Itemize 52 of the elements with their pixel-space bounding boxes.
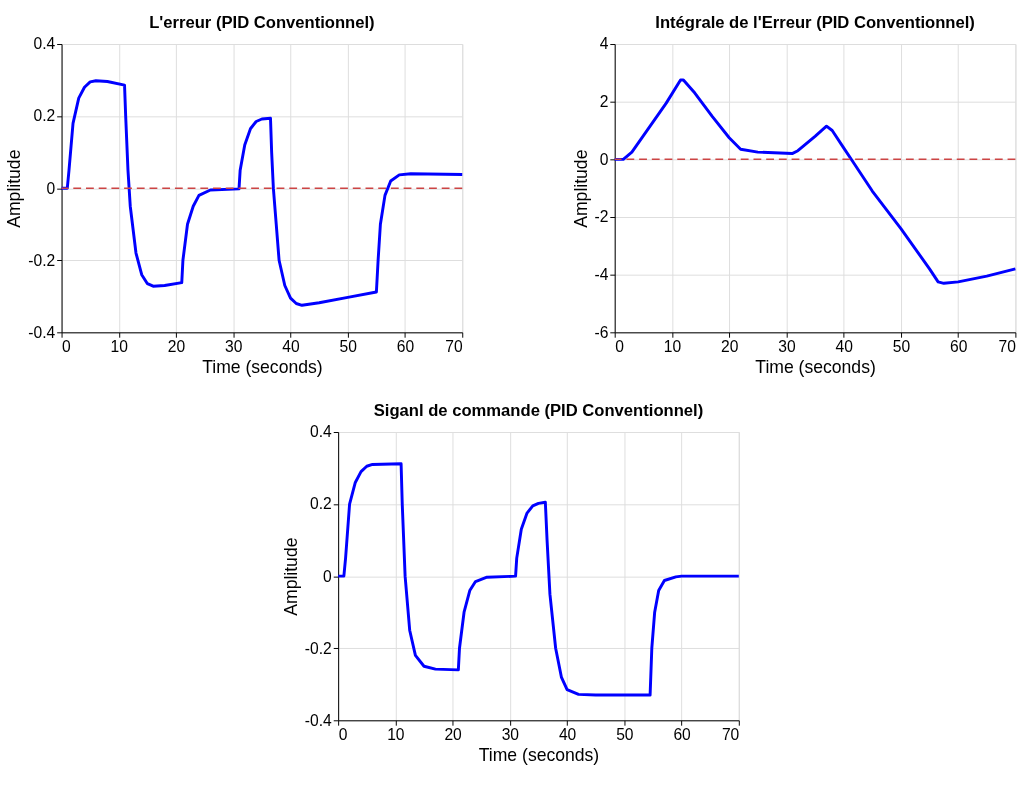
y-tick-label: -0.4 <box>304 711 333 729</box>
x-tick-label: 30 <box>225 338 243 356</box>
y-tick-label: 0.4 <box>33 35 56 53</box>
x-tick-label: 70 <box>445 338 464 356</box>
x-tick-label: 40 <box>282 338 301 356</box>
x-tick-label: 30 <box>501 726 520 744</box>
y-axis-title: Amplitude <box>570 149 591 228</box>
y-tick-label: 0 <box>46 179 56 197</box>
x-axis-title: Time (seconds) <box>478 744 600 765</box>
x-tick-label: 20 <box>720 338 739 356</box>
y-tick-label: 4 <box>599 35 609 53</box>
x-tick-label: 20 <box>167 338 186 356</box>
x-tick-label: 50 <box>616 726 634 744</box>
y-tick-label: 0.2 <box>310 495 332 513</box>
x-tick-label: 0 <box>615 338 625 356</box>
y-tick-label: -0.2 <box>304 639 332 657</box>
x-tick-label: 0 <box>338 726 348 744</box>
chart-title: Siganl de commande (PID Conventionnel) <box>373 401 704 421</box>
x-tick-label: 0 <box>62 338 72 356</box>
chart-title: Intégrale de l'Erreur (PID Conventionnel) <box>655 13 975 33</box>
x-axis-title: Time (seconds) <box>202 356 323 377</box>
x-tick-label: 50 <box>339 338 358 356</box>
x-tick-label: 10 <box>663 338 682 356</box>
x-tick-label: 40 <box>835 338 854 356</box>
y-tick-label: 2 <box>599 93 609 111</box>
x-tick-label: 60 <box>949 338 968 356</box>
y-tick-label: -2 <box>594 208 609 226</box>
line-series <box>613 78 1017 285</box>
x-tick-label: 30 <box>778 338 796 356</box>
y-tick-label: -4 <box>594 266 609 284</box>
x-axis-title: Time (seconds) <box>755 356 876 377</box>
chart-title: L'erreur (PID Conventionnel) <box>149 13 375 33</box>
line-series <box>60 79 464 307</box>
y-tick-label: 0.4 <box>310 423 333 441</box>
y-axis-title: Amplitude <box>281 537 302 616</box>
y-tick-label: -6 <box>594 323 609 341</box>
x-tick-label: 20 <box>444 726 463 744</box>
y-tick-label: 0 <box>599 150 609 168</box>
x-tick-label: 50 <box>892 338 911 356</box>
y-axis-title: Amplitude <box>4 149 25 228</box>
x-tick-label: 70 <box>998 338 1017 356</box>
x-tick-label: 70 <box>721 726 740 744</box>
line-series <box>336 462 741 697</box>
x-tick-label: 60 <box>396 338 415 356</box>
y-tick-label: 0 <box>323 567 333 585</box>
y-tick-label: -0.4 <box>28 323 56 341</box>
y-tick-label: 0.2 <box>33 107 56 125</box>
x-tick-label: 60 <box>673 726 692 744</box>
x-tick-label: 10 <box>387 726 405 744</box>
x-tick-label: 10 <box>110 338 129 356</box>
x-tick-label: 40 <box>558 726 577 744</box>
y-tick-label: -0.2 <box>28 251 56 269</box>
